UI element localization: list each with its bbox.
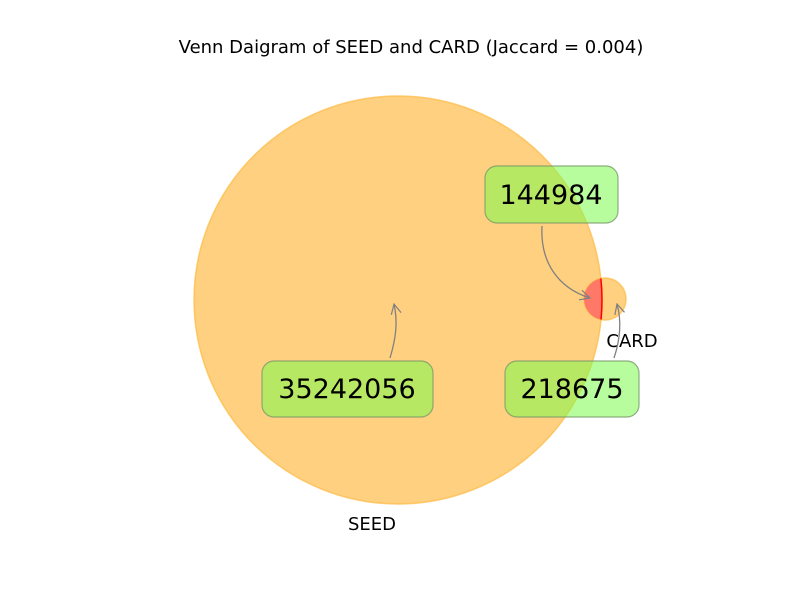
seed-circle xyxy=(193,95,603,505)
intersection-count: 144984 xyxy=(499,180,602,211)
intersection-count-box: 144984 xyxy=(484,165,619,224)
card-only-count-box: 218675 xyxy=(504,360,640,418)
intersection-arrow xyxy=(541,225,590,298)
seed-only-count-box: 35242056 xyxy=(261,360,434,418)
card-arrow xyxy=(613,304,620,359)
intersection-region xyxy=(584,278,603,320)
card-only-count: 218675 xyxy=(520,374,623,405)
chart-title: Venn Daigram of SEED and CARD (Jaccard =… xyxy=(179,37,644,58)
seed-arrow xyxy=(389,304,396,359)
seed-set-label: SEED xyxy=(348,514,396,535)
card-set-label: CARD xyxy=(606,331,657,352)
seed-only-count: 35242056 xyxy=(278,374,415,405)
